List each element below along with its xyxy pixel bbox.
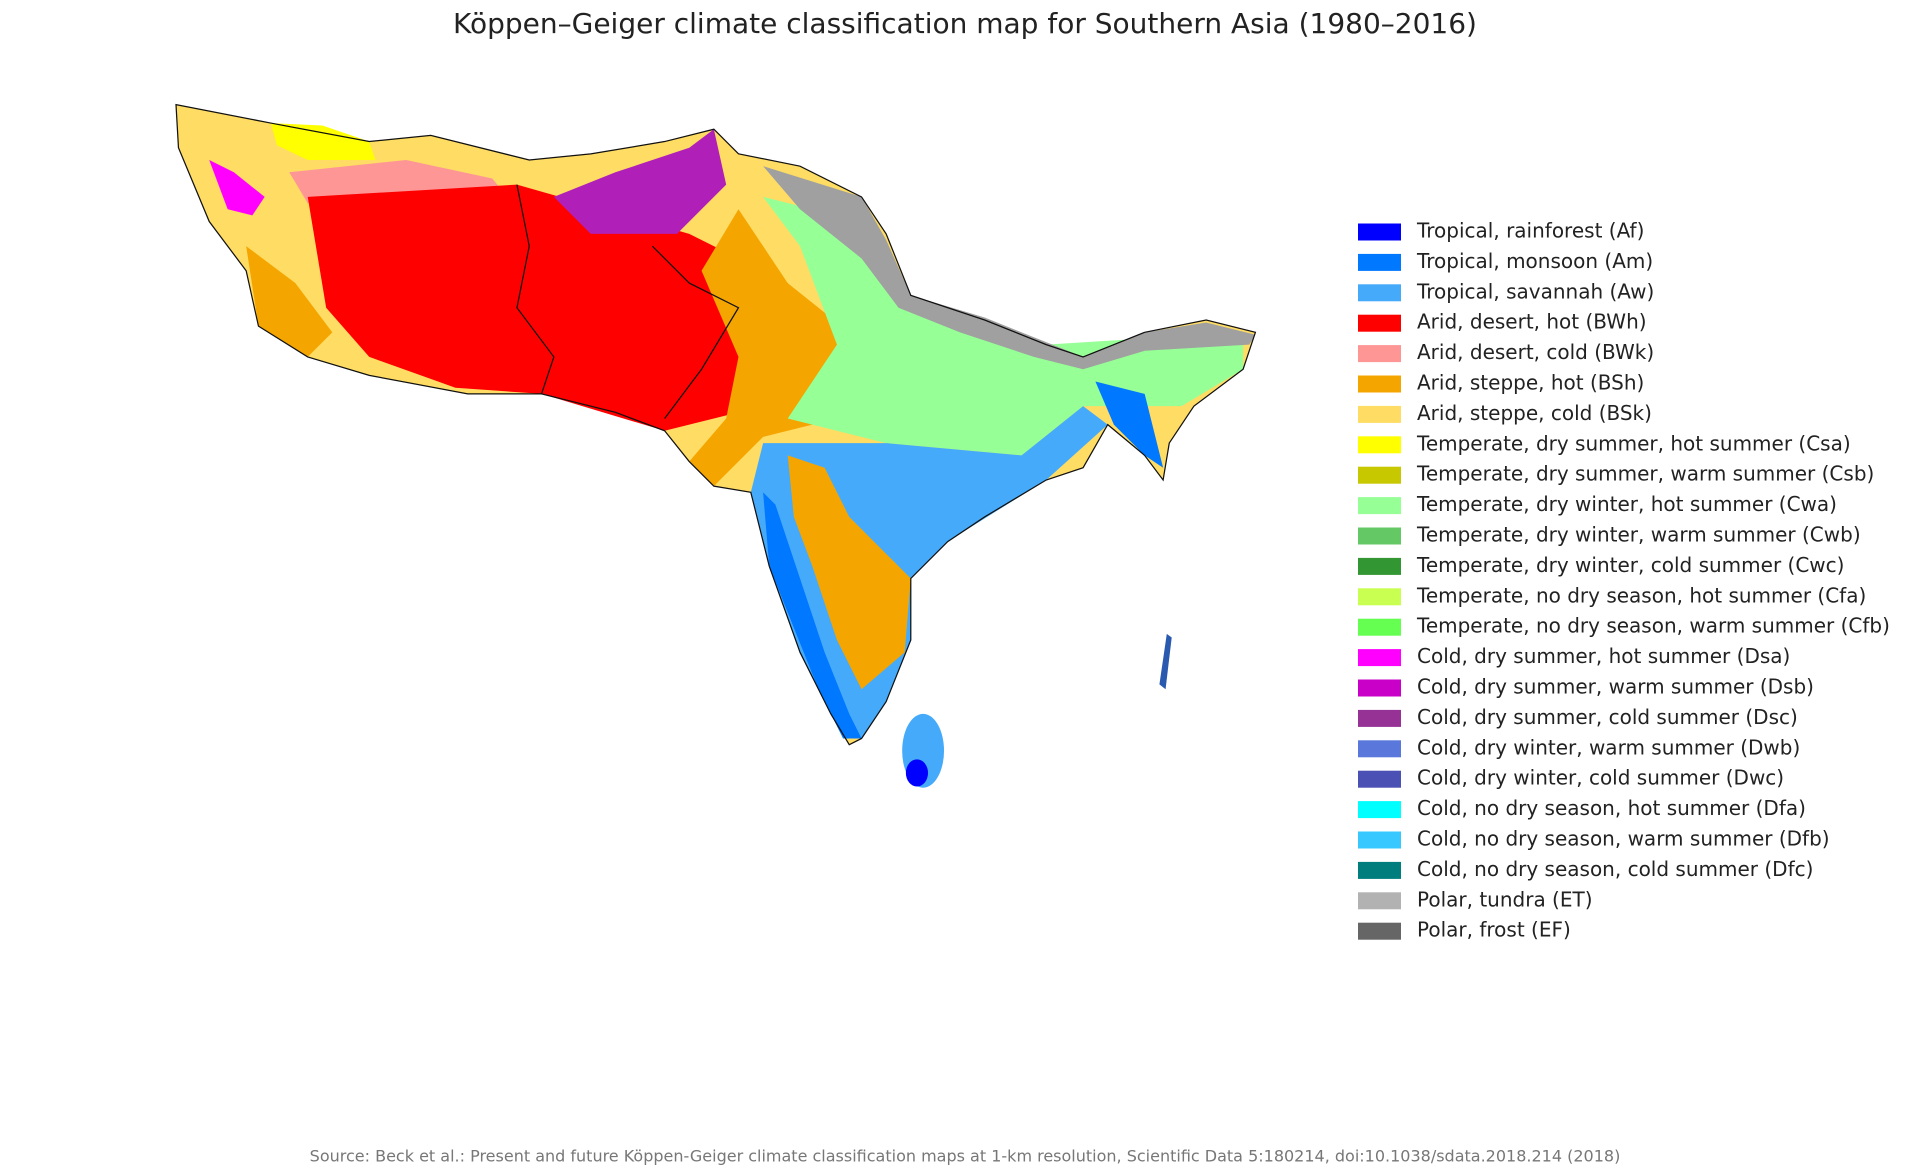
legend-swatch — [1358, 740, 1401, 758]
legend-label: Temperate, dry summer, warm summer (Csb) — [1416, 462, 1874, 486]
legend-label: Arid, desert, hot (BWh) — [1417, 310, 1647, 334]
legend-label: Polar, frost (EF) — [1417, 918, 1571, 942]
legend-swatch — [1358, 345, 1401, 363]
legend-swatch — [1358, 618, 1401, 636]
legend: Tropical, rainforest (Af) Tropical, monso… — [1358, 219, 1890, 942]
legend-label: Cold, dry winter, warm summer (Dwb) — [1417, 735, 1800, 759]
legend-swatch — [1358, 831, 1401, 849]
region-am-east — [1095, 381, 1164, 468]
legend-swatch — [1358, 375, 1401, 393]
legend-swatch — [1358, 892, 1401, 910]
legend-label: Cold, dry summer, warm summer (Dsb) — [1417, 675, 1814, 699]
region-et — [763, 166, 1256, 370]
legend-swatch — [1358, 557, 1401, 575]
legend-swatch — [1358, 649, 1401, 667]
legend-swatch — [1358, 223, 1401, 241]
region-dsb — [553, 129, 727, 234]
legend-swatch — [1358, 922, 1401, 940]
region-csa — [270, 123, 376, 161]
legend-label: Cold, dry winter, cold summer (Dwc) — [1417, 766, 1784, 790]
region-dsa — [209, 160, 265, 216]
legend-swatch — [1358, 466, 1401, 484]
outline — [175, 103, 1257, 746]
legend-label: Temperate, dry summer, hot summer (Csa) — [1416, 431, 1851, 455]
legend-swatch — [1358, 314, 1401, 332]
border — [651, 245, 740, 419]
legend-label: Cold, no dry season, cold summer (Dfc) — [1417, 857, 1813, 881]
legend-swatch — [1358, 861, 1401, 879]
legend-label: Polar, tundra (ET) — [1417, 887, 1593, 911]
legend-swatch — [1358, 497, 1401, 515]
legend-label: Temperate, no dry season, hot summer (Cf… — [1416, 583, 1866, 607]
region-am — [763, 492, 862, 739]
legend-swatch — [1358, 253, 1401, 271]
legend-swatch — [1358, 770, 1401, 788]
map-title: Köppen–Geiger climate classification map… — [453, 7, 1477, 40]
legend-swatch — [1358, 405, 1401, 423]
legend-label: Cold, dry summer, cold summer (Dsc) — [1417, 705, 1798, 729]
legend-swatch — [1358, 436, 1401, 454]
region-bsh-deccan — [787, 455, 911, 690]
legend-label: Tropical, rainforest (Af) — [1416, 219, 1644, 243]
sri-lanka-af — [905, 759, 929, 787]
border — [516, 184, 555, 395]
legend-label: Tropical, monsoon (Am) — [1416, 249, 1653, 273]
map — [175, 103, 1257, 788]
legend-label: Temperate, no dry season, warm summer (C… — [1416, 614, 1890, 638]
source-note: Source: Beck et al.: Present and future … — [310, 1147, 1621, 1166]
legend-swatch — [1358, 588, 1401, 606]
legend-swatch — [1358, 527, 1401, 545]
region-bsh-west — [246, 246, 333, 357]
legend-swatch — [1358, 801, 1401, 819]
legend-label: Cold, dry summer, hot summer (Dsa) — [1417, 644, 1790, 668]
legend-swatch — [1358, 679, 1401, 697]
legend-label: Temperate, dry winter, hot summer (Cwa) — [1416, 492, 1837, 516]
andaman-islands — [1159, 633, 1172, 690]
region-aw — [750, 406, 1108, 739]
legend-label: Arid, steppe, cold (BSk) — [1417, 401, 1652, 425]
legend-swatch — [1358, 709, 1401, 727]
region-bwh — [307, 184, 819, 431]
legend-label: Temperate, dry winter, warm summer (Cwb) — [1416, 523, 1861, 547]
legend-label: Cold, no dry season, hot summer (Dfa) — [1417, 796, 1806, 820]
legend-label: Tropical, savannah (Aw) — [1416, 279, 1654, 303]
legend-label: Cold, no dry season, warm summer (Dfb) — [1417, 827, 1830, 851]
legend-label: Arid, desert, cold (BWk) — [1417, 340, 1654, 364]
legend-swatch — [1358, 284, 1401, 302]
legend-label: Temperate, dry winter, cold summer (Cwc) — [1416, 553, 1844, 577]
legend-label: Arid, steppe, hot (BSh) — [1417, 371, 1644, 395]
